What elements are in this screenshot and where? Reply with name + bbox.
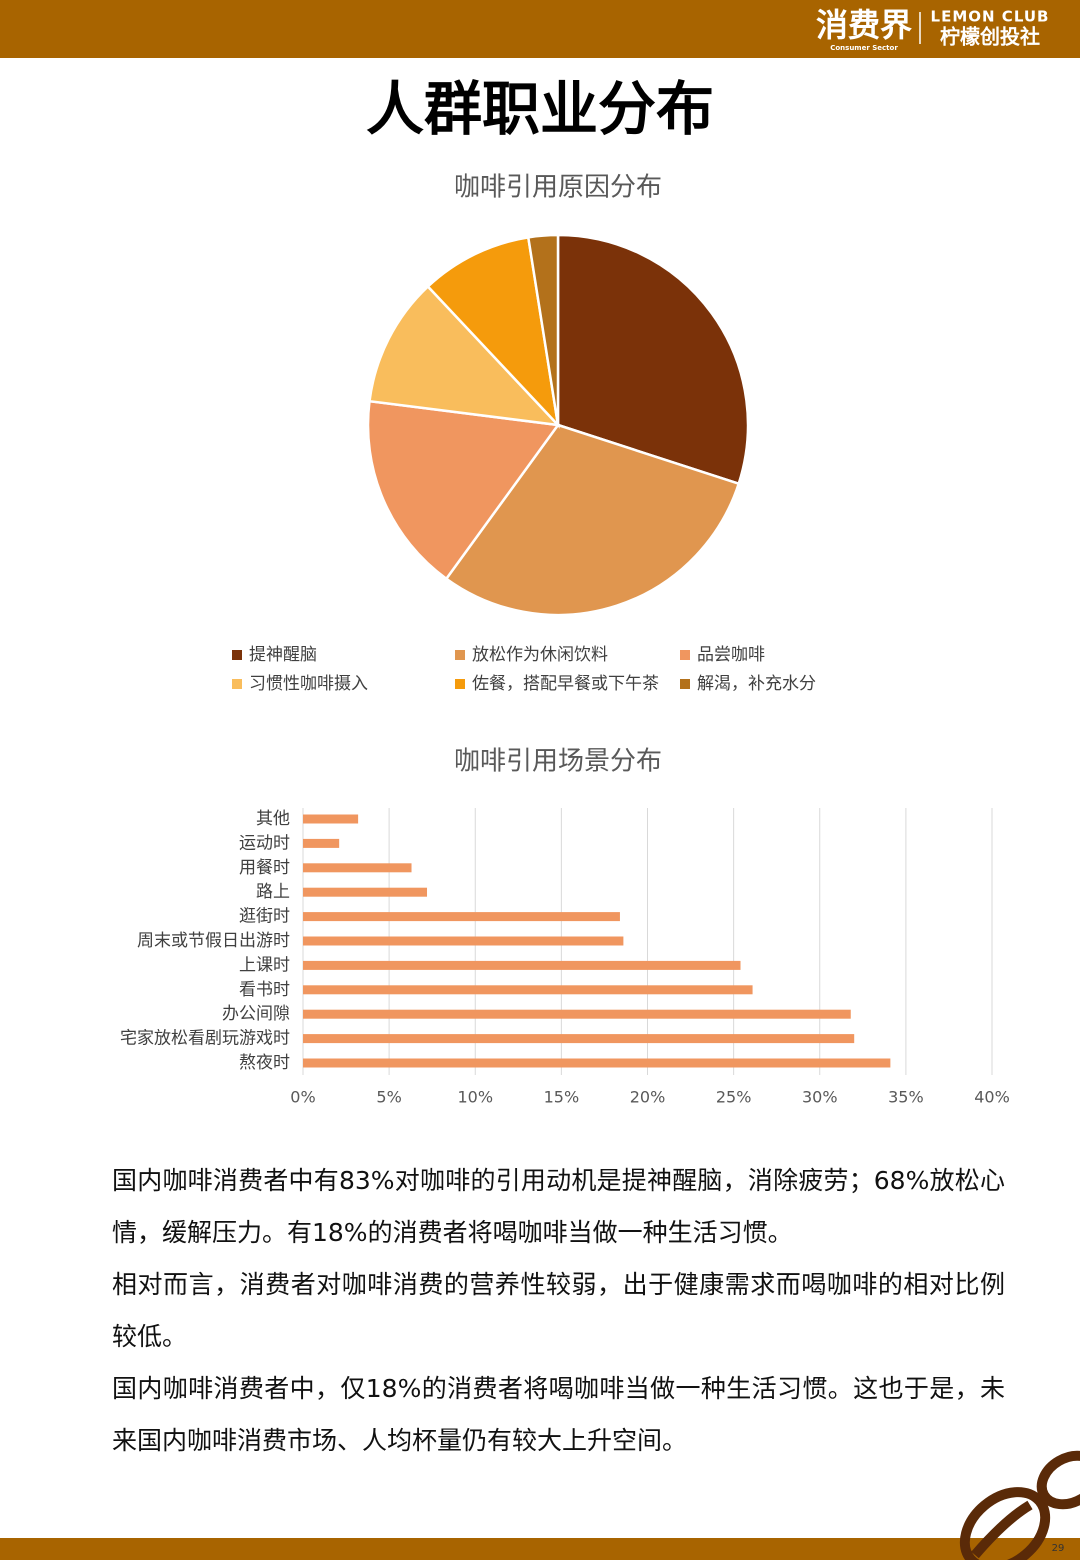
pie-slice xyxy=(426,235,560,429)
chart-title: 咖啡引用场景分布 xyxy=(454,747,662,777)
legend-label: 品尝咖啡 xyxy=(697,645,765,665)
club-cn: 柠檬创投社 xyxy=(940,25,1040,49)
legend-swatch xyxy=(680,650,690,660)
bar xyxy=(303,814,359,824)
bar xyxy=(303,960,741,970)
page-title: 人群职业分布 xyxy=(366,75,714,143)
pie-slice xyxy=(368,284,562,427)
y-tick-label: 上课时 xyxy=(239,955,290,975)
y-tick-label: 逛街时 xyxy=(239,907,290,927)
page-number: 29 xyxy=(1052,1543,1065,1554)
legend-swatch xyxy=(232,650,242,660)
legend-swatch xyxy=(232,679,242,689)
pie-slice xyxy=(444,423,741,617)
y-tick-label: 用餐时 xyxy=(239,858,290,878)
x-tick-label: 30% xyxy=(802,1088,838,1107)
paragraph: 国内咖啡消费者中，仅18%的消费者将喝咖啡当做一种生活习惯。这也于是，未来国内咖… xyxy=(112,1374,1005,1455)
y-tick-label: 办公间隙 xyxy=(222,1004,290,1024)
y-tick-label: 周末或节假日出游时 xyxy=(137,931,290,951)
paragraph: 国内咖啡消费者中有83%对咖啡的引用动机是提神醒脑，消除疲劳；68%放松心情，缓… xyxy=(112,1166,1005,1247)
y-tick-label: 路上 xyxy=(256,882,290,902)
legend-swatch xyxy=(455,650,465,660)
x-tick-label: 35% xyxy=(888,1088,924,1107)
club: LEMON CLUB xyxy=(931,8,1050,26)
x-tick-label: 40% xyxy=(974,1088,1010,1107)
legend-swatch xyxy=(680,679,690,689)
paragraph: 相对而言，消费者对咖啡消费的营养性较弱，出于健康需求而喝咖啡的相对比例较低。 xyxy=(112,1270,1005,1351)
y-tick-label: 熬夜时 xyxy=(239,1052,290,1073)
x-tick-label: 20% xyxy=(630,1088,666,1107)
bar xyxy=(303,1034,855,1044)
legend-label: 提神醒脑 xyxy=(249,645,317,665)
legend-swatch xyxy=(455,679,465,689)
legend-label: 解渴，补充水分 xyxy=(697,674,816,694)
pie-slice xyxy=(526,233,560,426)
bar xyxy=(303,1009,851,1019)
legend-label: 放松作为休闲饮料 xyxy=(472,645,608,665)
bar xyxy=(303,985,753,995)
legend-label: 佐餐，搭配早餐或下午茶 xyxy=(472,674,659,694)
legend-label: 习惯性咖啡摄入 xyxy=(249,674,368,694)
x-tick-label: 5% xyxy=(376,1088,401,1107)
bar xyxy=(303,887,428,897)
coffee-beans xyxy=(959,1450,1080,1560)
x-tick-label: 0% xyxy=(290,1088,315,1107)
footer-bar xyxy=(0,1538,1080,1560)
bar xyxy=(303,912,620,922)
chart-title: 咖啡引用原因分布 xyxy=(454,173,662,203)
logo-sub: Consumer Sector xyxy=(830,44,898,52)
bar xyxy=(303,936,624,946)
y-tick-label: 其他 xyxy=(256,809,290,829)
pie-slice xyxy=(556,233,750,486)
x-tick-label: 15% xyxy=(544,1088,580,1107)
x-tick-label: 25% xyxy=(716,1088,752,1107)
x-tick-label: 10% xyxy=(457,1088,493,1107)
y-tick-label: 看书时 xyxy=(239,980,290,1000)
header-bar xyxy=(0,0,1080,58)
y-tick-label: 宅家放松看剧玩游戏时 xyxy=(120,1029,290,1049)
bar xyxy=(303,863,412,873)
pie-slice xyxy=(366,399,561,581)
bar xyxy=(303,838,340,848)
body-text: 国内咖啡消费者中有83%对咖啡的引用动机是提神醒脑，消除疲劳；68%放松心情，缓… xyxy=(112,1155,1005,1467)
logo: 消费界 xyxy=(816,6,912,44)
bar xyxy=(303,1058,891,1068)
y-tick-label: 运动时 xyxy=(239,833,290,853)
